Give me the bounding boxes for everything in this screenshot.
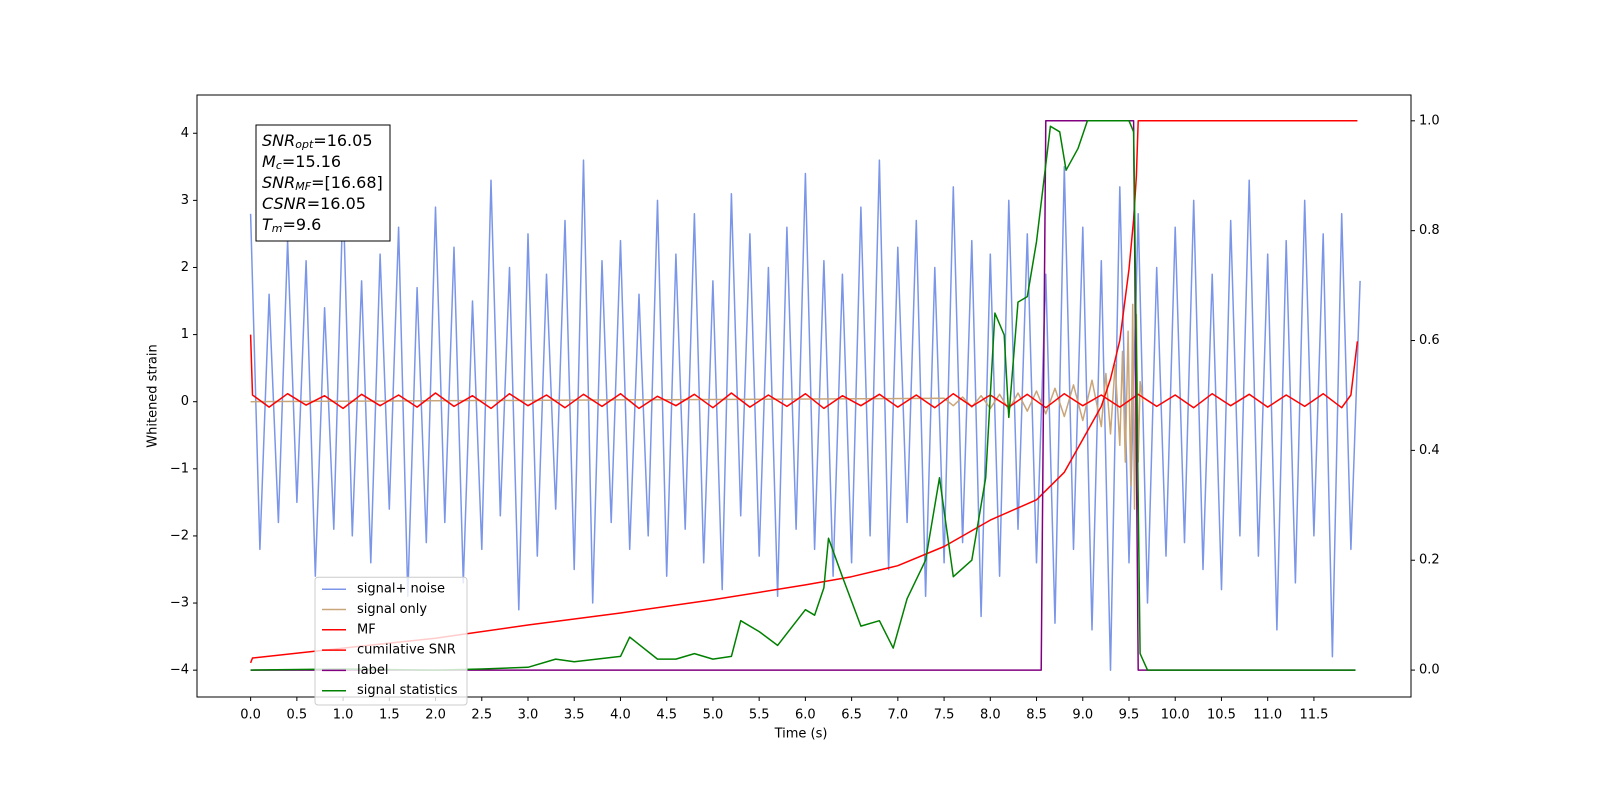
series-line: [250, 303, 1144, 510]
y2-tick-label: 0.6: [1419, 333, 1440, 348]
x-tick-label: 1.5: [379, 708, 400, 723]
y-tick-label: 2: [181, 260, 189, 275]
x-tick-label: 10.5: [1207, 708, 1236, 723]
series-line: [249, 120, 1358, 664]
y-tick-label: −2: [170, 528, 189, 543]
x-tick-label: 6.0: [795, 708, 816, 723]
annotation: Mc=15.16: [262, 152, 341, 173]
legend-label: signal only: [357, 602, 427, 617]
legend-box: [314, 576, 468, 706]
annotation-symbol: SNR: [262, 131, 295, 150]
x-tick-label: 1.0: [333, 708, 354, 723]
x-tick-label: 8.5: [1026, 708, 1047, 723]
series-line: [249, 334, 1359, 410]
y-tick-label: −1: [170, 461, 189, 476]
y-tick-label: 4: [181, 126, 189, 141]
annotation-box: [255, 124, 391, 242]
legend-label: MF: [357, 622, 376, 637]
annotation-text: =[16.68]: [311, 173, 383, 192]
y-tick-label: 1: [181, 327, 189, 342]
x-tick-label: 2.0: [425, 708, 446, 723]
y-tick-label: 3: [181, 193, 189, 208]
y-axis-label: Whitened strain: [146, 344, 161, 447]
legend-label: signal statistics: [357, 683, 458, 698]
x-tick-label: 7.5: [934, 708, 955, 723]
annotation-text: =16.05: [307, 194, 366, 213]
legend-label: signal+ noise: [357, 582, 445, 597]
series-line: [250, 120, 1356, 671]
annotation-subscript: MF: [295, 180, 311, 193]
annotation-text: =16.05: [313, 131, 372, 150]
annotation-subscript: opt: [295, 138, 314, 151]
x-tick-label: 11.5: [1299, 708, 1328, 723]
annotation-text: =9.6: [283, 215, 322, 234]
y-tick-label: 0: [181, 394, 189, 409]
axes-frame: [196, 94, 1412, 698]
y2-tick-label: 0.2: [1419, 553, 1440, 568]
x-tick-label: 4.5: [656, 708, 677, 723]
annotation-symbol: M: [262, 152, 276, 171]
x-tick-label: 2.5: [471, 708, 492, 723]
x-tick-label: 5.0: [703, 708, 724, 723]
y2-tick-label: 0.0: [1419, 663, 1440, 678]
x-tick-label: 8.0: [980, 708, 1001, 723]
x-tick-label: 0.5: [287, 708, 308, 723]
annotation-symbol: SNR: [262, 173, 295, 192]
x-tick-label: 0.0: [240, 708, 261, 723]
annotation-subscript: m: [272, 222, 283, 235]
annotation-text: =15.16: [282, 152, 341, 171]
x-tick-label: 10.0: [1161, 708, 1190, 723]
y2-tick-label: 0.4: [1419, 443, 1440, 458]
annotation: Tm=9.6: [262, 215, 321, 236]
series-line: [249, 159, 1361, 671]
y2-tick-label: 0.8: [1419, 223, 1440, 238]
x-tick-label: 3.5: [564, 708, 585, 723]
legend-label: label: [357, 663, 388, 678]
y-tick-label: −3: [170, 596, 189, 611]
x-tick-label: 3.0: [518, 708, 539, 723]
annotation: SNRMF=[16.68]: [262, 173, 383, 194]
legend-label: cumilative SNR: [357, 643, 456, 658]
x-tick-label: 5.5: [749, 708, 770, 723]
overlay: 0.0 0.5 1.0 1.5 2.0 2.5 3.0 3.5 4.0 4.5 5.0 5.5 6.0 6…: [170, 113, 1440, 722]
plot-area: [249, 120, 1361, 671]
x-axis-label: Time (s): [774, 727, 828, 742]
x-tick-label: 9.0: [1072, 708, 1093, 723]
annotation-subscript: c: [276, 159, 282, 172]
annotation-symbol: T: [262, 215, 273, 234]
annotation-symbol: CSNR: [262, 194, 307, 213]
annotation: CSNR=16.05: [262, 194, 366, 213]
x-tick-label: 6.5: [841, 708, 862, 723]
x-tick-label: 11.0: [1253, 708, 1282, 723]
x-tick-label: 7.0: [888, 708, 909, 723]
x-tick-label: 4.0: [610, 708, 631, 723]
annotation: SNRopt=16.05: [262, 131, 373, 152]
x-tick-label: 9.5: [1119, 708, 1140, 723]
y-tick-label: −4: [170, 663, 189, 678]
y2-tick-label: 1.0: [1419, 113, 1440, 128]
